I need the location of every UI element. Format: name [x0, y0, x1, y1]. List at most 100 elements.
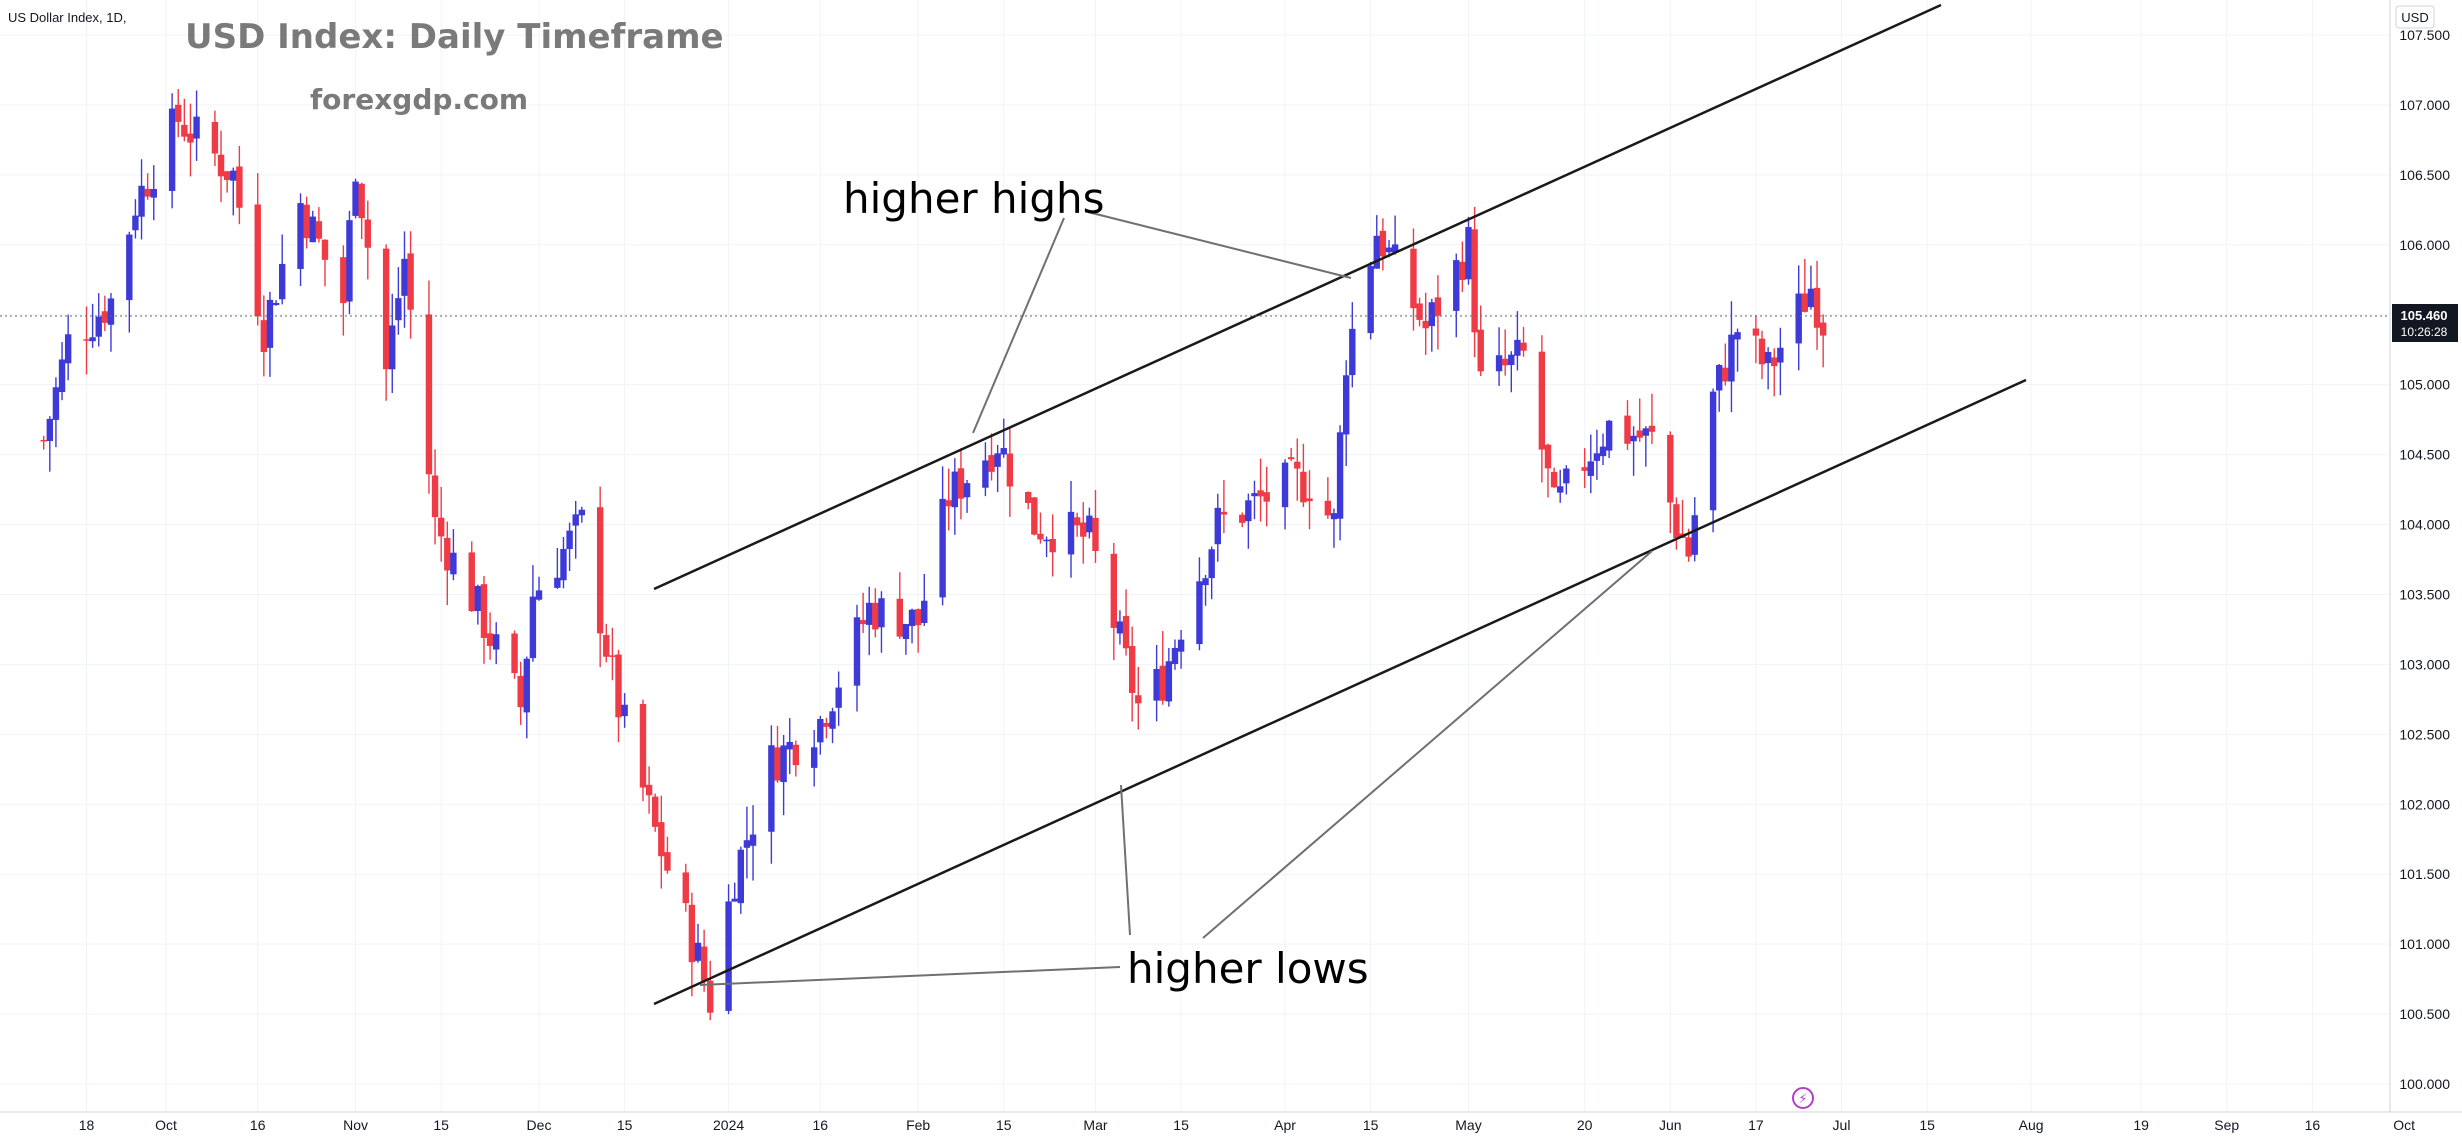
candle[interactable]	[1239, 512, 1246, 528]
time-scale[interactable]	[0, 1112, 2462, 1142]
candle[interactable]	[236, 145, 243, 225]
price-scale[interactable]	[2390, 0, 2462, 1112]
candle[interactable]	[1025, 491, 1032, 510]
candle[interactable]	[1777, 327, 1784, 396]
candle[interactable]	[939, 466, 946, 606]
candle[interactable]	[1257, 458, 1264, 522]
candle[interactable]	[309, 210, 316, 243]
candle[interactable]	[1092, 490, 1099, 563]
candle[interactable]	[278, 234, 286, 305]
candle[interactable]	[266, 291, 274, 377]
candle[interactable]	[89, 303, 96, 348]
candle[interactable]	[658, 795, 665, 889]
candle[interactable]	[1514, 311, 1521, 371]
candle[interactable]	[1801, 258, 1809, 313]
candle[interactable]	[694, 923, 702, 963]
candle[interactable]	[1557, 469, 1564, 503]
candle[interactable]	[1550, 467, 1558, 488]
candle[interactable]	[450, 529, 457, 581]
candle[interactable]	[1459, 241, 1466, 292]
candle[interactable]	[358, 182, 365, 240]
candle[interactable]	[621, 693, 628, 728]
candle[interactable]	[511, 630, 518, 679]
candle[interactable]	[444, 521, 451, 606]
candle[interactable]	[1538, 335, 1546, 483]
candle[interactable]	[1037, 512, 1044, 544]
candle[interactable]	[743, 806, 751, 879]
candle[interactable]	[1581, 448, 1588, 488]
candle[interactable]	[1245, 493, 1252, 549]
candle[interactable]	[1471, 206, 1478, 358]
candle[interactable]	[859, 592, 867, 634]
candle[interactable]	[1501, 329, 1509, 376]
candle[interactable]	[168, 93, 176, 209]
candle[interactable]	[1605, 419, 1613, 459]
candle[interactable]	[144, 173, 151, 200]
candle[interactable]	[340, 245, 347, 336]
candle[interactable]	[823, 717, 830, 739]
candle[interactable]	[1673, 497, 1680, 550]
candle[interactable]	[872, 588, 879, 638]
candle[interactable]	[1667, 431, 1674, 534]
candle[interactable]	[615, 649, 622, 743]
candle[interactable]	[260, 295, 268, 377]
candle[interactable]	[58, 342, 66, 401]
candle[interactable]	[138, 159, 145, 240]
candle[interactable]	[609, 627, 616, 681]
candle[interactable]	[1324, 477, 1332, 519]
candle[interactable]	[1593, 429, 1601, 480]
candle[interactable]	[217, 130, 225, 203]
candle[interactable]	[603, 623, 610, 663]
candle[interactable]	[1306, 470, 1313, 530]
candle[interactable]	[908, 608, 916, 644]
candle[interactable]	[737, 846, 745, 914]
candle[interactable]	[1563, 465, 1570, 495]
candle[interactable]	[914, 608, 922, 653]
candle[interactable]	[1599, 433, 1607, 466]
candle[interactable]	[211, 110, 219, 167]
candle[interactable]	[1642, 426, 1650, 467]
candle[interactable]	[64, 314, 72, 381]
candle[interactable]	[517, 661, 524, 725]
candle[interactable]	[486, 612, 494, 660]
candle[interactable]	[957, 448, 965, 520]
candle[interactable]	[1752, 315, 1760, 364]
candle[interactable]	[1508, 351, 1515, 393]
candle[interactable]	[1764, 347, 1772, 390]
candle[interactable]	[1165, 648, 1173, 707]
candle[interactable]	[395, 267, 402, 335]
candle[interactable]	[1287, 447, 1295, 462]
candle[interactable]	[1453, 253, 1460, 338]
candle[interactable]	[1544, 443, 1552, 498]
candle[interactable]	[786, 718, 793, 775]
candle[interactable]	[921, 573, 928, 626]
candle[interactable]	[1073, 512, 1081, 537]
candle[interactable]	[1391, 215, 1399, 255]
candle[interactable]	[1495, 327, 1503, 386]
candle[interactable]	[254, 173, 261, 326]
candle[interactable]	[1758, 330, 1766, 380]
candle[interactable]	[688, 892, 696, 997]
candle[interactable]	[101, 295, 109, 331]
candle[interactable]	[1709, 388, 1717, 533]
candle[interactable]	[725, 884, 732, 1015]
candle[interactable]	[1428, 298, 1436, 352]
candle[interactable]	[1281, 459, 1289, 530]
candle[interactable]	[1128, 626, 1136, 722]
candle[interactable]	[1722, 343, 1729, 386]
candle[interactable]	[272, 300, 280, 306]
candle[interactable]	[768, 725, 775, 864]
candle[interactable]	[132, 199, 139, 239]
candle[interactable]	[407, 231, 414, 339]
candle[interactable]	[1477, 305, 1484, 377]
candle[interactable]	[664, 836, 671, 874]
candle[interactable]	[792, 740, 800, 777]
candle[interactable]	[554, 547, 561, 589]
candle[interactable]	[731, 882, 738, 902]
candle[interactable]	[1006, 427, 1014, 517]
candle[interactable]	[1691, 497, 1698, 562]
candle[interactable]	[596, 486, 604, 668]
candle[interactable]	[1300, 443, 1307, 508]
candle[interactable]	[193, 90, 200, 161]
candle[interactable]	[902, 623, 910, 655]
